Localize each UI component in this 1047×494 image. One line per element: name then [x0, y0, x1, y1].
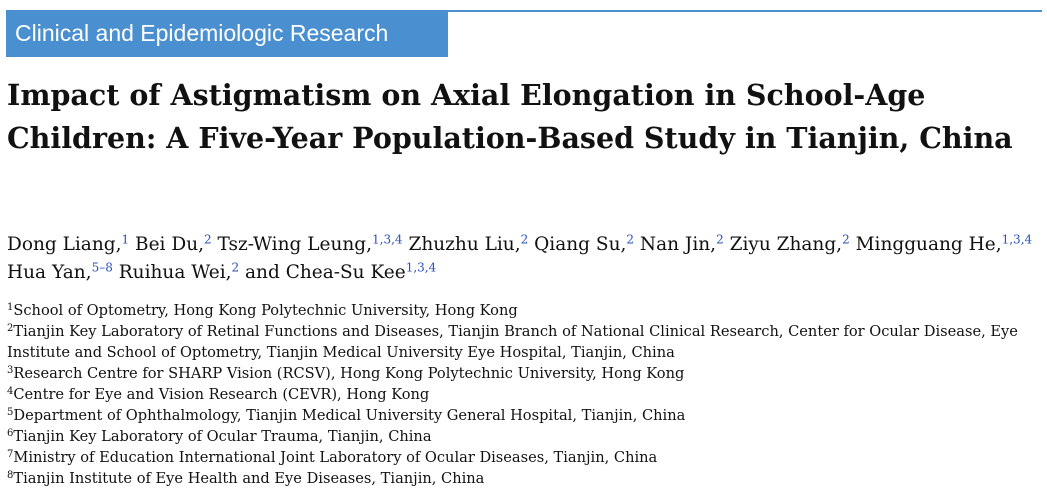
affiliation-text: Tianjin Institute of Eye Health and Eye …: [13, 470, 485, 487]
affiliation-number: 5: [7, 407, 14, 418]
author-list: Dong Liang,1 Bei Du,2 Tsz-Wing Leung,1,3…: [7, 231, 1043, 287]
author-name: Dong Liang,: [7, 234, 122, 255]
category-banner: Clinical and Epidemiologic Research: [6, 10, 448, 57]
affiliation-number: 8: [7, 470, 14, 481]
author-affiliation-link[interactable]: 2: [520, 232, 529, 247]
affiliation-item: 8Tianjin Institute of Eye Health and Eye…: [7, 468, 1043, 489]
affiliation-text: Tianjin Key Laboratory of Retinal Functi…: [7, 323, 1018, 361]
article-title: Impact of Astigmatism on Axial Elongatio…: [7, 78, 1013, 155]
author-name: Mingguang He,: [855, 234, 1002, 255]
author: and Chea-Su Kee1,3,4: [245, 260, 437, 283]
affiliation-text: Centre for Eye and Vision Research (CEVR…: [13, 386, 430, 403]
affiliation-number: 6: [7, 428, 14, 439]
author-affiliation-link[interactable]: 2: [203, 232, 212, 247]
affiliation-item: 3Research Centre for SHARP Vision (RCSV)…: [7, 363, 1043, 384]
author-affiliation-link[interactable]: 2: [716, 232, 724, 247]
author-affiliation-link[interactable]: 1,3,4: [1001, 232, 1033, 247]
author-name: Ruihua Wei,: [118, 262, 232, 283]
affiliation-text: Ministry of Education International Join…: [13, 449, 658, 466]
affiliation-number: 2: [7, 323, 14, 334]
top-rule: [448, 10, 1042, 12]
affiliation-item: 1School of Optometry, Hong Kong Polytech…: [7, 300, 1043, 321]
author-affiliation-link[interactable]: 2: [842, 232, 850, 247]
author-name: Qiang Su,: [534, 234, 627, 255]
author-name: Bei Du,: [135, 234, 204, 255]
affiliation-item: 5Department of Ophthalmology, Tianjin Me…: [7, 405, 1043, 426]
author: Qiang Su,2: [534, 232, 635, 255]
affiliation-text: Tianjin Key Laboratory of Ocular Trauma,…: [13, 428, 432, 445]
author-affiliation-link[interactable]: 5–8: [91, 260, 113, 275]
author: Hua Yan,5–8: [7, 260, 113, 283]
author: Dong Liang,1: [7, 232, 130, 255]
author-name: and Chea-Su Kee: [245, 262, 406, 283]
author: Mingguang He,1,3,4: [855, 232, 1033, 255]
author-name: Nan Jin,: [639, 234, 717, 255]
affiliation-item: 6Tianjin Key Laboratory of Ocular Trauma…: [7, 426, 1043, 447]
author-name: Zhuzhu Liu,: [408, 234, 521, 255]
affiliation-number: 7: [7, 449, 14, 460]
author-name: Hua Yan,: [7, 262, 92, 283]
author: Zhuzhu Liu,2: [408, 232, 529, 255]
affiliation-number: 1: [7, 302, 14, 313]
affiliation-text: School of Optometry, Hong Kong Polytechn…: [13, 302, 518, 319]
affiliation-text: Research Centre for SHARP Vision (RCSV),…: [13, 365, 685, 382]
author-name: Tsz-Wing Leung,: [217, 234, 373, 255]
author-affiliation-link[interactable]: 2: [626, 232, 635, 247]
author-affiliation-link[interactable]: 1,3,4: [405, 260, 437, 275]
author-affiliation-link[interactable]: 2: [231, 260, 240, 275]
affiliation-text: Department of Ophthalmology, Tianjin Med…: [13, 407, 686, 424]
author-name: Ziyu Zhang,: [729, 234, 843, 255]
author: Nan Jin,2: [639, 232, 724, 255]
author: Ziyu Zhang,2: [729, 232, 850, 255]
author: Bei Du,2: [135, 232, 212, 255]
author-affiliation-link[interactable]: 1,3,4: [372, 232, 403, 247]
affiliation-list: 1School of Optometry, Hong Kong Polytech…: [7, 300, 1043, 489]
author-affiliation-link[interactable]: 1: [121, 232, 130, 247]
affiliation-number: 4: [7, 386, 14, 397]
author: Tsz-Wing Leung,1,3,4: [217, 232, 403, 255]
affiliation-item: 2Tianjin Key Laboratory of Retinal Funct…: [7, 321, 1043, 363]
affiliation-number: 3: [7, 365, 14, 376]
author: Ruihua Wei,2: [118, 260, 240, 283]
affiliation-item: 7Ministry of Education International Joi…: [7, 447, 1043, 468]
affiliation-item: 4Centre for Eye and Vision Research (CEV…: [7, 384, 1043, 405]
